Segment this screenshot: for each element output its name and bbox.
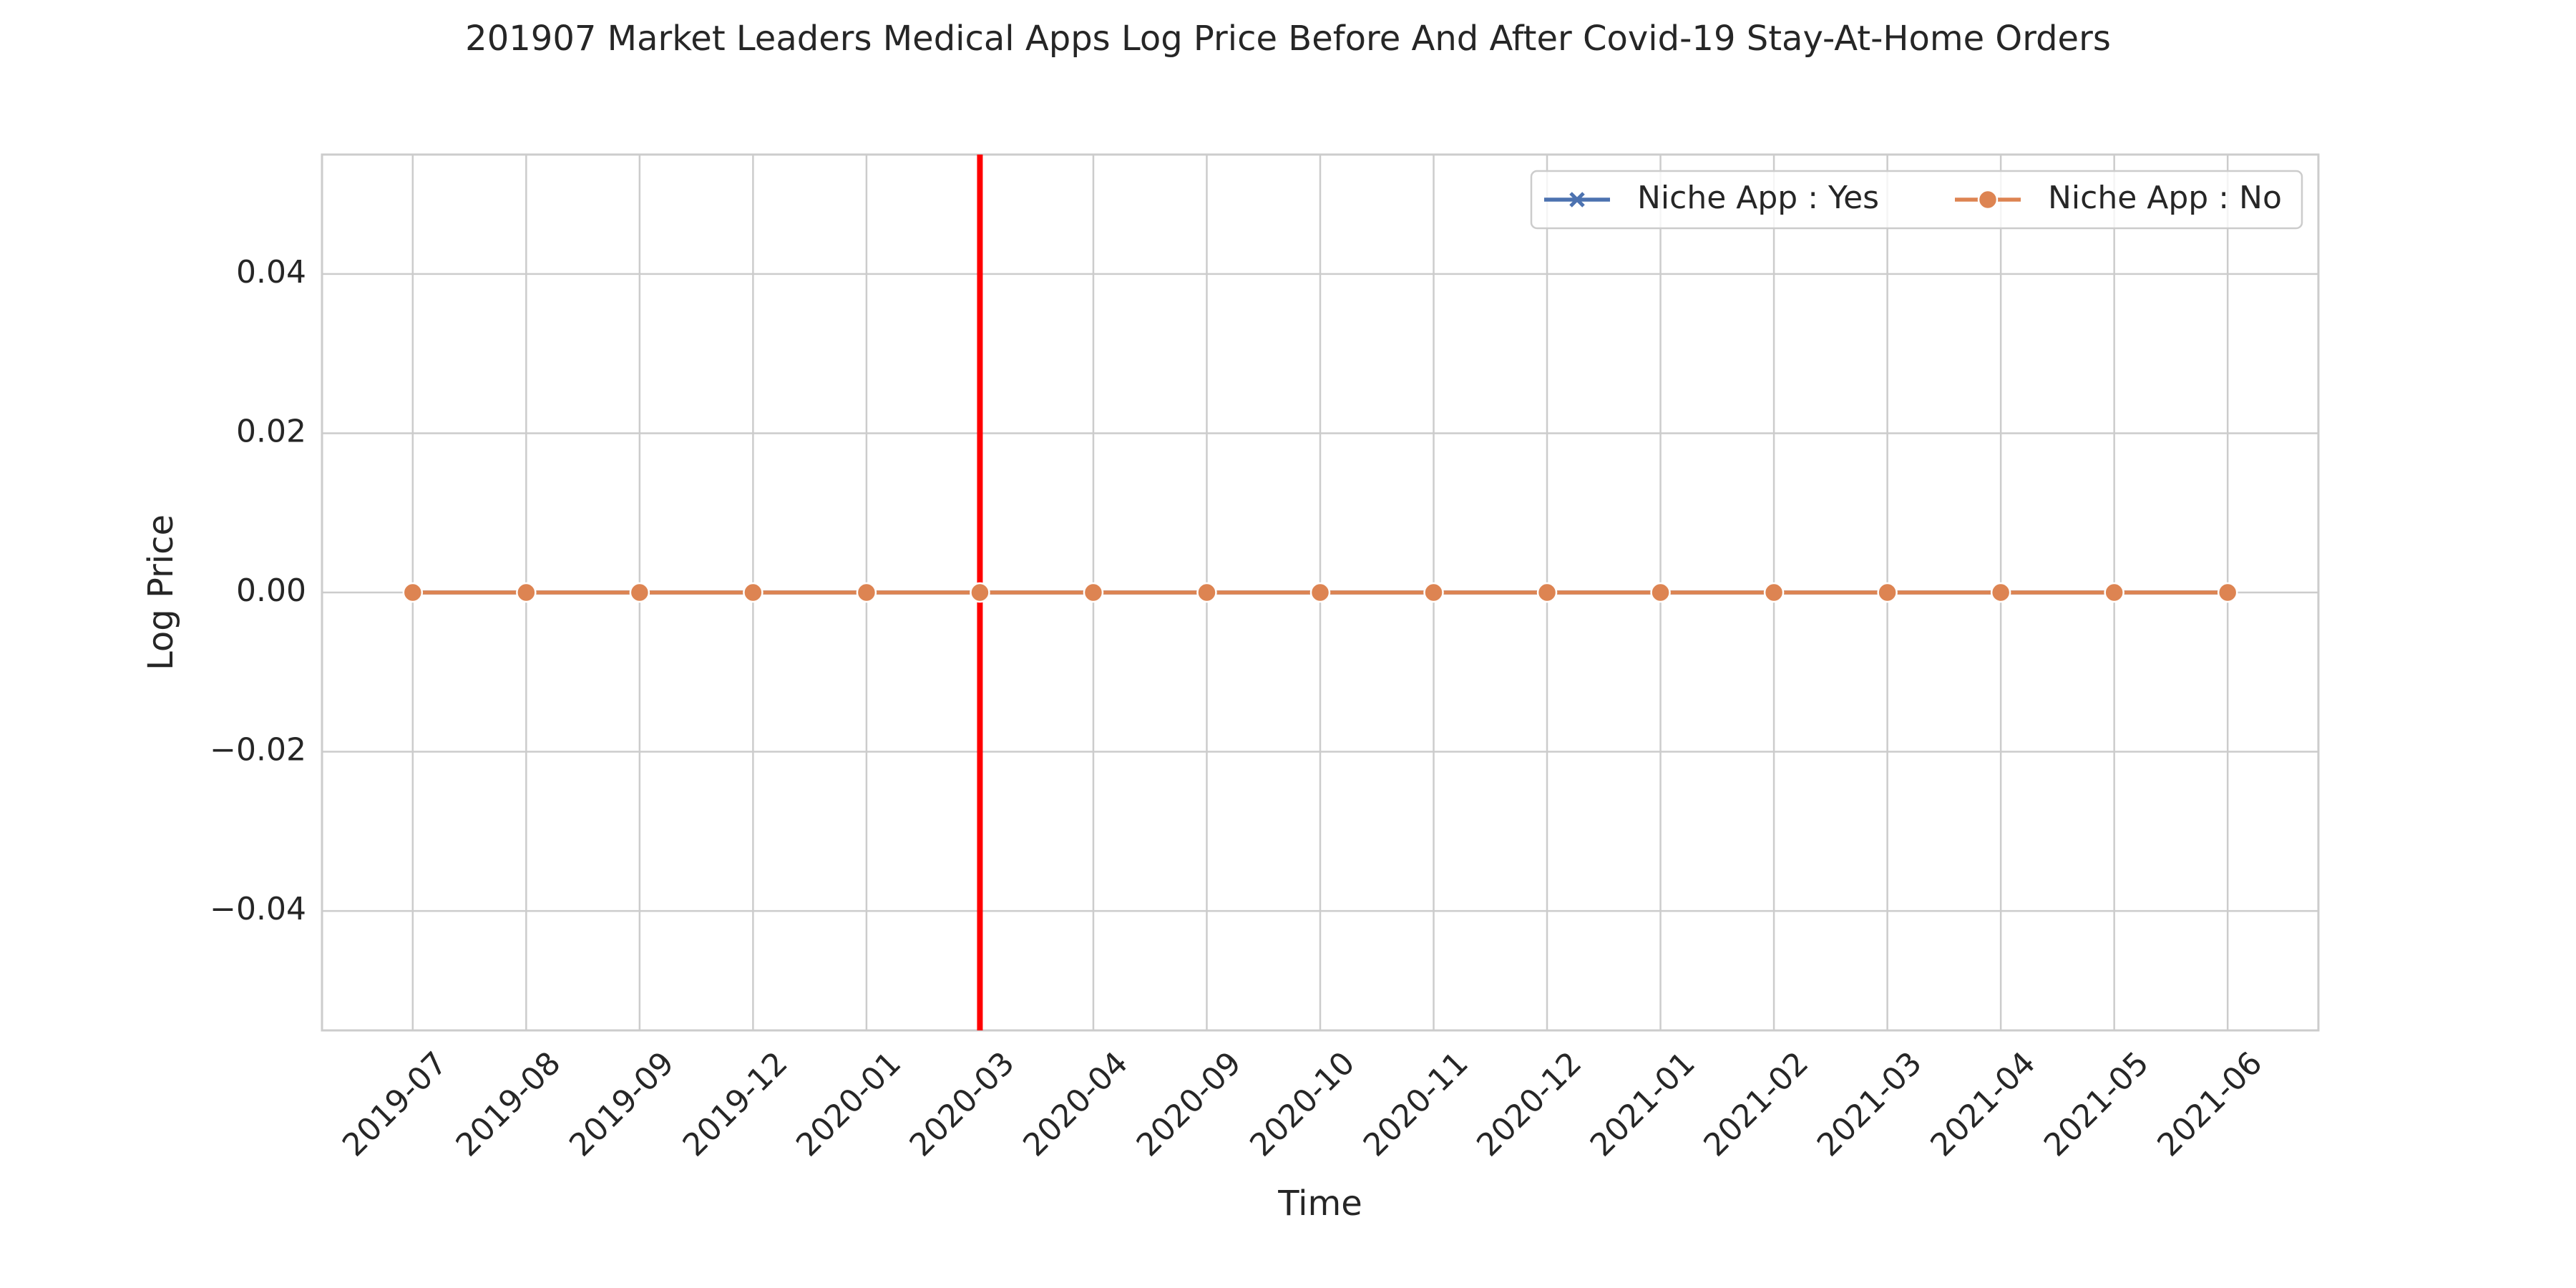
x-axis-label: Time <box>1277 1184 1362 1224</box>
marker <box>1977 189 1999 210</box>
marker <box>1423 582 1444 603</box>
marker <box>2217 582 2238 603</box>
y-tick-label: 0.04 <box>236 254 306 291</box>
marker <box>1309 582 1331 603</box>
y-tick-label: −0.04 <box>210 891 306 927</box>
y-tick-label: −0.02 <box>210 732 306 769</box>
marker <box>1990 582 2011 603</box>
marker <box>629 582 650 603</box>
y-tick-label: 0.02 <box>236 413 306 449</box>
marker <box>1650 582 1671 603</box>
marker <box>1083 582 1104 603</box>
legend-box <box>1530 170 2303 230</box>
legend-label: Niche App : Yes <box>1637 180 1879 216</box>
y-axis-label: Log Price <box>141 514 181 670</box>
marker <box>856 582 877 603</box>
legend-label: Niche App : No <box>2048 180 2282 216</box>
marker <box>1536 582 1558 603</box>
marker <box>1877 582 1898 603</box>
marker <box>743 582 763 603</box>
marker <box>2104 582 2124 603</box>
marker <box>1763 582 1785 603</box>
chart-title: 201907 Market Leaders Medical Apps Log P… <box>465 19 2111 59</box>
marker <box>1569 192 1585 208</box>
plot-frame <box>321 153 2320 1032</box>
marker <box>970 582 990 603</box>
marker <box>1196 582 1217 603</box>
marker <box>402 582 424 603</box>
y-tick-label: 0.00 <box>236 572 306 609</box>
marker <box>516 582 537 603</box>
